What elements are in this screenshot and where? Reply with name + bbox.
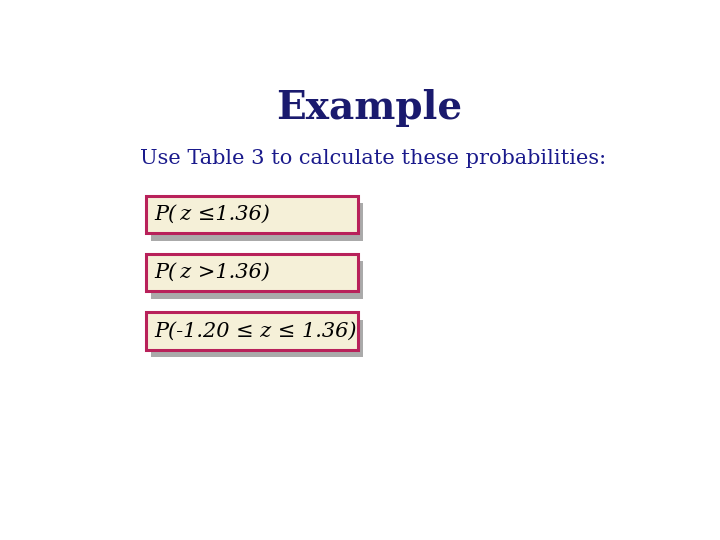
FancyBboxPatch shape — [145, 254, 358, 292]
Text: P( z >1.36): P( z >1.36) — [154, 263, 270, 282]
FancyBboxPatch shape — [145, 312, 358, 349]
FancyBboxPatch shape — [151, 320, 364, 357]
FancyBboxPatch shape — [145, 196, 358, 233]
Text: P( z ≤1.36): P( z ≤1.36) — [154, 205, 270, 224]
FancyBboxPatch shape — [151, 261, 364, 299]
FancyBboxPatch shape — [151, 203, 364, 241]
Text: P(-1.20 ≤ z ≤ 1.36): P(-1.20 ≤ z ≤ 1.36) — [154, 321, 356, 340]
Text: Use Table 3 to calculate these probabilities:: Use Table 3 to calculate these probabili… — [140, 149, 606, 168]
Text: Example: Example — [276, 90, 462, 127]
